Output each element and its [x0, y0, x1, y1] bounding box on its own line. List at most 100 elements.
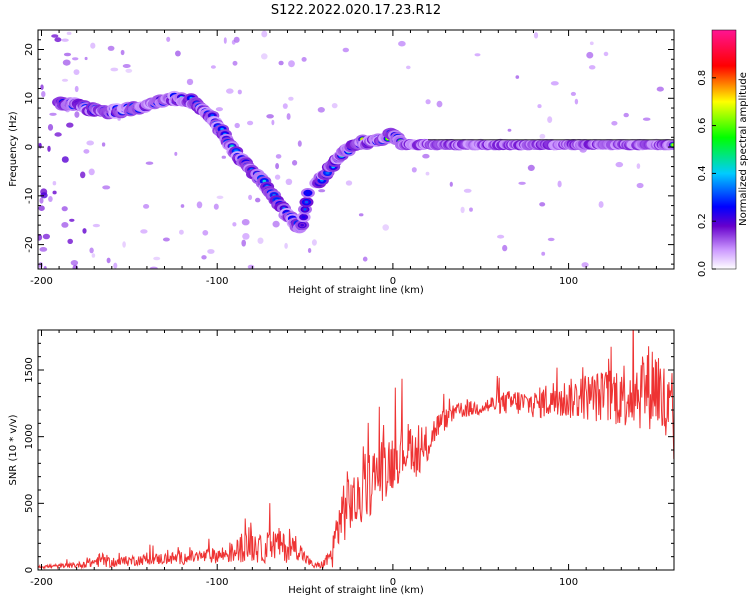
- colorbar-tick-label: 0.0: [697, 261, 708, 277]
- spectral-speckle: [242, 233, 250, 240]
- spectral-speckle: [241, 239, 246, 247]
- spectral-speckle: [232, 222, 237, 227]
- spectral-speckle: [241, 219, 250, 226]
- colorbar-tick-label: 0.4: [697, 165, 708, 181]
- spectral-speckle: [382, 224, 390, 231]
- spectral-speckle: [317, 107, 325, 113]
- spectral-speckle: [547, 116, 553, 123]
- spectral-speckle: [285, 178, 293, 185]
- spectral-speckle: [67, 238, 73, 244]
- spectral-speckle: [72, 264, 79, 269]
- spectral-speckle: [547, 237, 555, 242]
- spectral-speckle: [297, 140, 302, 147]
- spectral-speckle: [581, 262, 589, 268]
- spectral-speckle: [92, 223, 100, 228]
- spectrogram-x-label: Height of straight line (km): [288, 285, 424, 296]
- spectral-speckle: [288, 96, 294, 101]
- spectral-speckle: [515, 75, 520, 79]
- spectral-speckle: [162, 237, 170, 242]
- snr-y-axis: 0 500 1000 1500: [24, 329, 674, 573]
- spectral-speckle: [38, 205, 45, 211]
- spectral-speckle: [301, 57, 307, 62]
- spectral-speckle: [63, 52, 72, 57]
- spectral-speckle: [502, 244, 508, 252]
- spectral-speckle: [422, 153, 430, 159]
- spectral-speckle: [425, 171, 430, 176]
- spectral-speckle: [125, 68, 133, 73]
- spectrogram-marks: [38, 30, 674, 269]
- x-tick-label: -100: [206, 276, 229, 287]
- spectral-ridge-blob: [671, 143, 674, 147]
- spectral-speckle: [642, 117, 651, 121]
- spectral-speckle: [518, 181, 526, 185]
- spectral-speckle: [237, 89, 242, 95]
- y-tick-label: 500: [24, 494, 35, 513]
- spectral-speckle: [101, 142, 106, 147]
- spectral-speckle: [49, 112, 57, 116]
- spectral-speckle: [469, 207, 473, 212]
- spectral-speckle: [537, 104, 542, 109]
- spectral-speckle: [257, 237, 264, 244]
- spectral-speckle: [570, 91, 577, 96]
- y-tick-label: 10: [24, 92, 35, 105]
- spectral-speckle: [80, 171, 86, 179]
- spectral-speckle: [196, 201, 203, 209]
- spectral-ridge-blob: [300, 223, 305, 227]
- spectral-speckle: [52, 190, 57, 195]
- y-tick-label: 20: [24, 43, 35, 56]
- spectral-speckle: [539, 133, 546, 139]
- spectral-speckle: [210, 65, 216, 69]
- spectral-speckle: [47, 124, 54, 131]
- spectral-speckle: [271, 119, 275, 126]
- spectral-speckle: [91, 253, 96, 258]
- spectral-speckle: [61, 206, 68, 212]
- spectral-speckle: [84, 56, 88, 61]
- spectral-speckle: [175, 50, 181, 57]
- spectral-speckle: [52, 181, 57, 186]
- colorbar: 0.0 0.2 0.4 0.6 0.8 Normalized spectral ampl…: [697, 29, 749, 277]
- spectral-speckle: [43, 265, 47, 269]
- spectral-speckle: [411, 167, 417, 173]
- spectral-speckle: [180, 204, 185, 208]
- spectral-speckle: [122, 241, 126, 248]
- spectral-speckle: [307, 248, 312, 253]
- spectral-speckle: [74, 85, 79, 93]
- spectral-speckle: [140, 229, 148, 234]
- spectral-speckle: [73, 69, 80, 75]
- chart-title: S122.2022.020.17.23.R12: [271, 3, 441, 18]
- spectral-speckle: [550, 81, 559, 86]
- spectral-speckle: [207, 249, 215, 254]
- spectral-speckle: [61, 38, 69, 42]
- spectral-speckle: [102, 185, 111, 190]
- spectral-speckle: [636, 163, 641, 169]
- spectral-speckle: [656, 86, 664, 92]
- spectral-speckle: [539, 202, 546, 207]
- spectral-speckle: [425, 99, 431, 105]
- spectral-speckle: [107, 45, 115, 51]
- y-tick-label: 1000: [24, 424, 35, 449]
- spectral-speckle: [120, 49, 125, 56]
- spectral-speckle: [261, 30, 268, 38]
- spectral-speckle: [40, 192, 48, 199]
- spectral-speckle: [247, 264, 255, 269]
- spectral-speckle: [636, 182, 644, 189]
- spectral-speckle: [292, 160, 298, 166]
- spectral-speckle: [106, 257, 111, 264]
- spectral-speckle: [40, 84, 44, 90]
- y-tick-label: 1500: [24, 357, 35, 382]
- y-tick-label: 0: [24, 567, 35, 573]
- spectral-speckle: [288, 60, 295, 68]
- spectral-speckle: [90, 42, 96, 49]
- spectral-speckle: [38, 143, 42, 149]
- spectral-speckle: [507, 128, 512, 132]
- spectral-speckle: [51, 34, 59, 38]
- spectral-speckle: [460, 206, 465, 214]
- colorbar-tick-label: 0.8: [697, 70, 708, 86]
- spectral-speckle: [358, 213, 364, 217]
- spectral-speckle: [463, 188, 472, 193]
- spectral-speckle: [122, 64, 131, 68]
- spectral-speckle: [89, 247, 94, 254]
- colorbar-tick-label: 0.6: [697, 118, 708, 134]
- snr-frame: [37, 329, 675, 571]
